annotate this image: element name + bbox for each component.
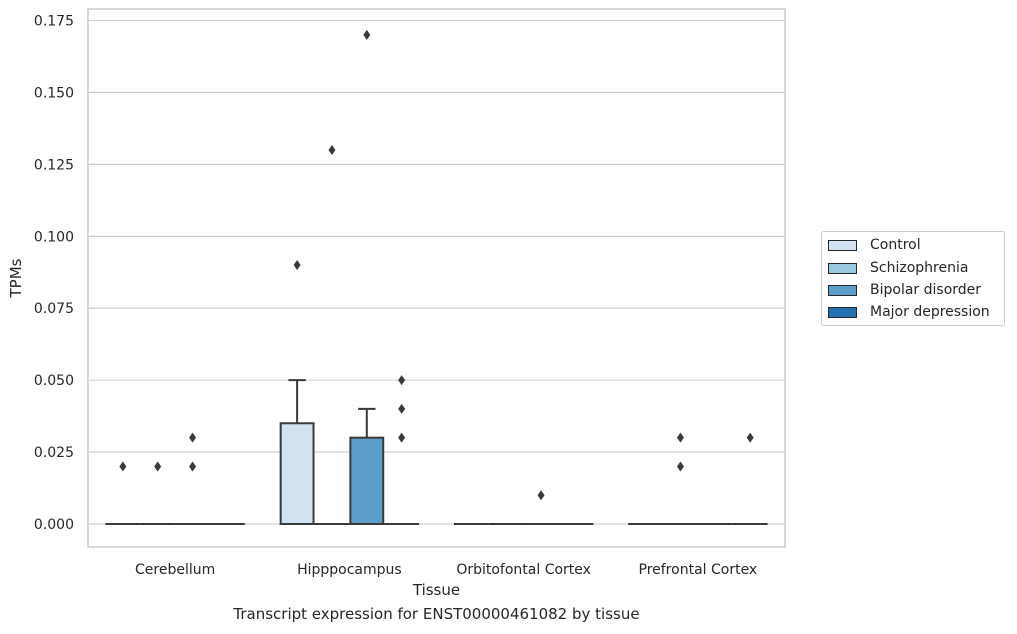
box-body	[349, 436, 385, 525]
x-tick-label: Hipppocampus	[297, 562, 402, 578]
outlier-point	[398, 432, 406, 443]
x-axis-label: Tissue	[412, 581, 460, 599]
outlier-point	[154, 461, 162, 472]
legend-swatch-major-depression	[828, 306, 857, 318]
outlier-point	[328, 144, 336, 155]
legend-item-major-depression: Major depression	[828, 304, 990, 320]
legend-item-control: Control	[828, 237, 921, 253]
outlier-point	[676, 432, 684, 443]
x-tick-label: Cerebellum	[135, 562, 215, 578]
outlier-point	[189, 432, 197, 443]
legend-label-schizophrenia: Schizophrenia	[870, 260, 969, 276]
outlier-point	[119, 461, 127, 472]
y-axis-label: TPMs	[7, 258, 25, 298]
x-tick-label: Prefrontal Cortex	[639, 562, 758, 578]
chart-caption: Transcript expression for ENST0000046108…	[233, 605, 640, 623]
legend-item-bipolar: Bipolar disorder	[828, 282, 981, 298]
outlier-point	[746, 432, 754, 443]
outlier-point	[398, 403, 406, 414]
outlier-point	[398, 375, 406, 386]
outlier-point	[676, 461, 684, 472]
legend-swatch-bipolar	[828, 284, 857, 296]
outlier-point	[363, 29, 371, 40]
legend-swatch-control	[828, 239, 857, 251]
y-tick-label: 0.025	[34, 445, 74, 461]
plot-frame	[87, 8, 786, 548]
legend-label-bipolar: Bipolar disorder	[870, 282, 982, 298]
legend-label-control: Control	[870, 237, 921, 253]
y-tick-label: 0.100	[34, 229, 74, 245]
y-tick-label: 0.000	[34, 517, 74, 533]
y-tick-label: 0.175	[34, 14, 74, 30]
outlier-point	[537, 490, 545, 501]
legend: Control Schizophrenia Bipolar disorder M…	[821, 231, 1005, 326]
outlier-point	[189, 461, 197, 472]
y-tick-label: 0.125	[34, 157, 74, 173]
x-tick-label: Orbitofontal Cortex	[456, 562, 591, 578]
legend-label-major-depression: Major depression	[870, 304, 990, 320]
legend-item-schizophrenia: Schizophrenia	[828, 260, 968, 276]
y-tick-label: 0.150	[34, 85, 74, 101]
legend-swatch-schizophrenia	[828, 262, 857, 274]
y-tick-label: 0.075	[34, 301, 74, 317]
box-body	[279, 422, 315, 525]
outlier-point	[293, 260, 301, 271]
y-tick-label: 0.050	[34, 373, 74, 389]
